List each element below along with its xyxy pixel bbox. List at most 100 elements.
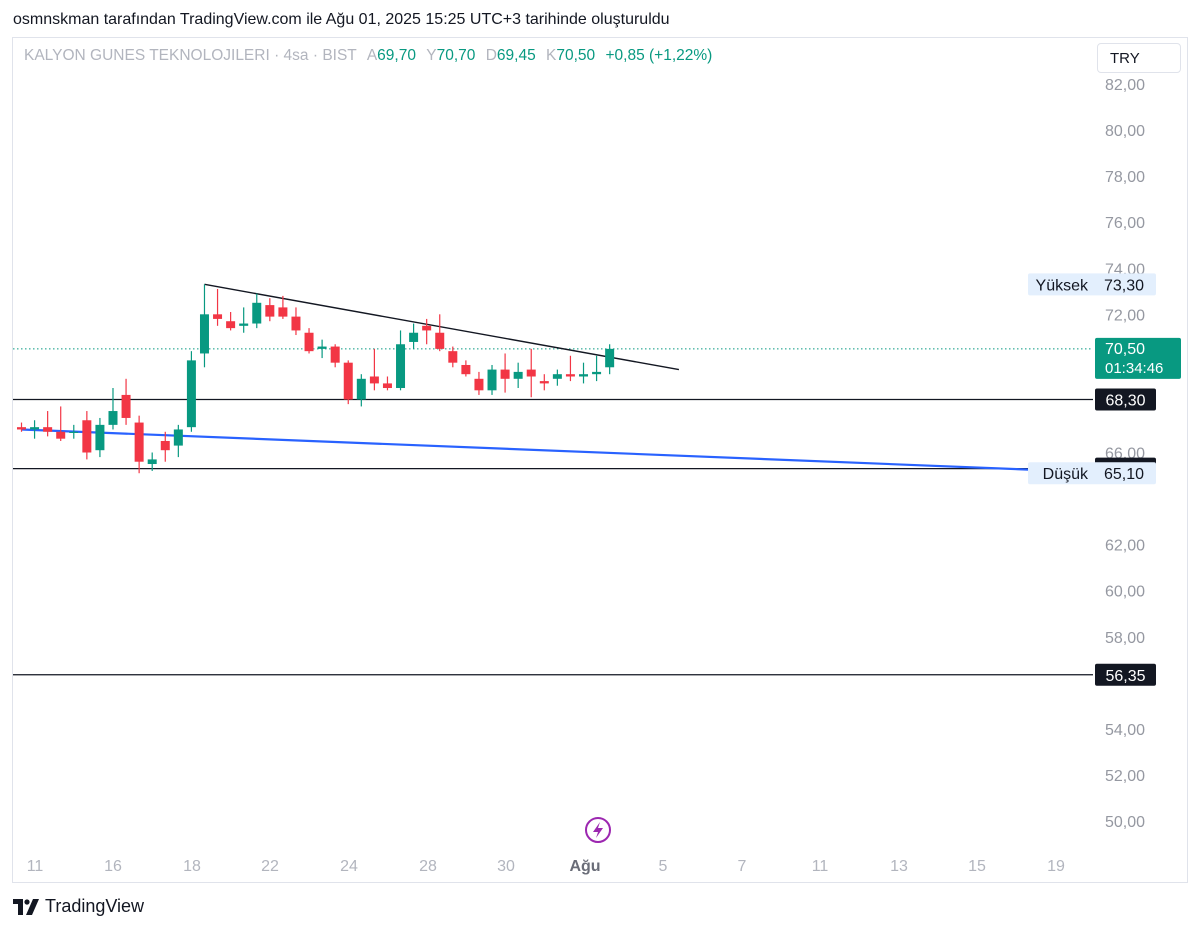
candle-body[interactable] (265, 305, 275, 317)
candle-body[interactable] (43, 427, 53, 432)
currency-button[interactable]: TRY (1097, 43, 1181, 73)
tradingview-logo[interactable]: TradingView (13, 896, 144, 917)
candle-body[interactable] (409, 332, 419, 342)
y-tick-label: 54,00 (1105, 722, 1145, 739)
level-badge (1095, 388, 1156, 411)
current-price-label: 70,50 (1105, 341, 1145, 358)
candle-body[interactable] (291, 316, 301, 331)
x-tick-label: 24 (340, 858, 358, 875)
low-label: D (485, 47, 497, 64)
close-value: 70,50 (556, 47, 596, 64)
candle-body[interactable] (226, 321, 236, 329)
low-marker-badge (1028, 462, 1156, 485)
x-tick-label: 28 (419, 858, 437, 875)
candle-body[interactable] (605, 348, 615, 368)
high-label: Y (426, 47, 437, 64)
x-tick-label: Ağu (569, 858, 600, 875)
candle-body[interactable] (526, 369, 536, 377)
low-value: 69,45 (496, 47, 536, 64)
candle-body[interactable] (160, 440, 170, 451)
candle-body[interactable] (82, 420, 92, 453)
candle-body[interactable] (500, 369, 510, 379)
y-tick-label: 60,00 (1105, 584, 1145, 601)
candle-body[interactable] (69, 431, 79, 433)
x-tick-label: 5 (659, 858, 668, 875)
candle-body[interactable] (134, 422, 144, 462)
candle-body[interactable] (30, 427, 40, 430)
x-tick-label: 7 (738, 858, 747, 875)
close-label: K (546, 47, 557, 64)
high-marker-badge (1028, 273, 1156, 296)
chart-caption: osmnskman tarafından TradingView.com ile… (13, 11, 670, 28)
candle-body[interactable] (108, 411, 118, 425)
change-value: +0,85 (+1,22%) (605, 47, 713, 64)
blue-trendline[interactable] (21, 428, 1120, 475)
x-tick-label: 13 (890, 858, 908, 875)
candle-body[interactable] (147, 459, 157, 465)
x-tick-label: 11 (27, 858, 44, 875)
open-value: 69,70 (377, 47, 416, 64)
candle-body[interactable] (474, 378, 484, 391)
x-tick-label: 22 (261, 858, 279, 875)
candle-body[interactable] (461, 364, 471, 375)
candle-body[interactable] (317, 346, 327, 349)
y-tick-label: 58,00 (1105, 630, 1145, 647)
level-badge-label: 68,30 (1105, 393, 1145, 410)
candle-body[interactable] (422, 325, 432, 331)
y-tick-label: 76,00 (1105, 215, 1145, 232)
current-price-badge (1095, 337, 1181, 379)
lightning-icon[interactable] (585, 817, 611, 843)
candle-body[interactable] (396, 344, 406, 389)
symbol-name[interactable]: KALYON GUNES TEKNOLOJILERI · 4sa · BIST (24, 47, 357, 64)
y-tick-label: 78,00 (1105, 169, 1145, 186)
candle-body[interactable] (121, 394, 131, 418)
candle-body[interactable] (239, 323, 249, 326)
candle-body[interactable] (186, 360, 196, 428)
candle-body[interactable] (343, 362, 353, 400)
y-tick-label: 72,00 (1105, 307, 1145, 324)
candle-body[interactable] (95, 424, 105, 451)
candle-body[interactable] (369, 376, 379, 384)
candle-body[interactable] (382, 383, 392, 389)
candle-body[interactable] (17, 427, 26, 430)
tradingview-icon (13, 898, 39, 915)
candle-body[interactable] (435, 332, 445, 349)
low-marker-value: 65,10 (1104, 466, 1144, 483)
candle-body[interactable] (304, 332, 314, 352)
open-label: A (366, 47, 378, 64)
y-tick-label: 80,00 (1105, 123, 1145, 140)
candle-body[interactable] (487, 369, 497, 391)
candle-body[interactable] (579, 374, 589, 377)
black-trendline[interactable] (204, 283, 680, 371)
x-tick-label: 11 (812, 858, 829, 875)
candle-body[interactable] (278, 307, 288, 317)
high-marker-name: Yüksek (1036, 277, 1089, 294)
candle-body[interactable] (199, 314, 209, 354)
candle-body[interactable] (252, 302, 262, 324)
x-tick-label: 30 (497, 858, 515, 875)
high-value: 70,70 (436, 47, 476, 64)
candle-body[interactable] (448, 351, 458, 363)
x-tick-label: 19 (1047, 858, 1065, 875)
level-badge-label: 56,35 (1105, 668, 1145, 685)
y-tick-label: 62,00 (1105, 538, 1145, 555)
candle-body[interactable] (356, 378, 366, 400)
y-tick-label: 52,00 (1105, 768, 1145, 785)
candle-body[interactable] (513, 371, 523, 379)
candle-body[interactable] (539, 381, 549, 384)
candle-body[interactable] (592, 371, 602, 375)
countdown-label: 01:34:46 (1105, 360, 1163, 377)
candle-body[interactable] (173, 429, 183, 446)
candle-body[interactable] (552, 374, 562, 379)
candle-body[interactable] (565, 374, 575, 377)
candle-body[interactable] (56, 431, 66, 439)
candle-body[interactable] (330, 346, 340, 363)
level-badge (1095, 663, 1156, 686)
brand-name: TradingView (45, 896, 145, 916)
chart-frame (12, 37, 1188, 883)
high-marker-value: 73,30 (1104, 277, 1144, 294)
candle-body[interactable] (213, 314, 223, 319)
x-tick-label: 18 (183, 858, 201, 875)
y-tick-label: 50,00 (1105, 814, 1145, 831)
